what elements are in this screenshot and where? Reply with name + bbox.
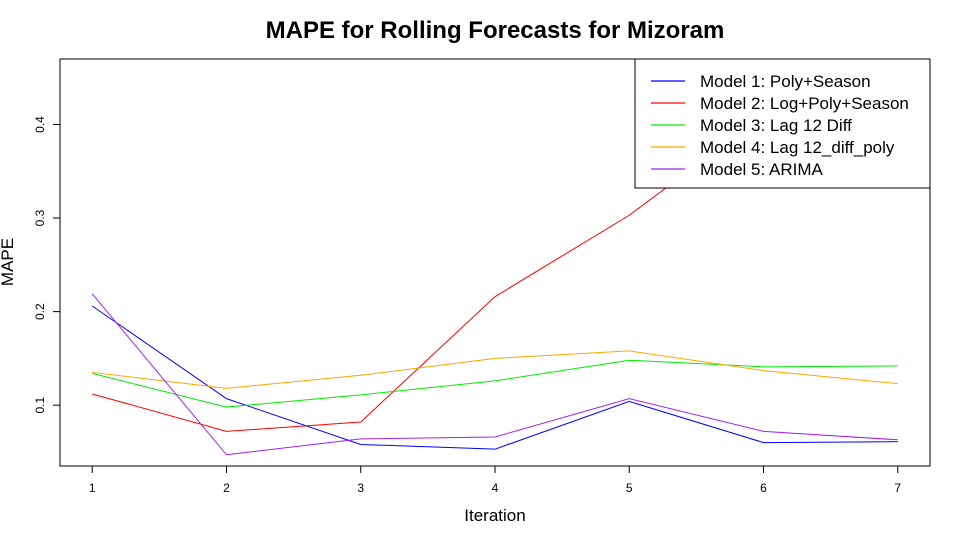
series-line-1	[91, 305, 898, 450]
y-tick-label: 0.3	[33, 209, 47, 226]
x-tick-label: 3	[357, 481, 364, 495]
series-line-5	[91, 293, 898, 456]
x-tick-label: 4	[492, 481, 499, 495]
series-line-3	[92, 359, 898, 408]
legend-label-4: Model 4: Lag 12_diff_poly	[700, 138, 895, 157]
x-axis-label: Iteration	[464, 506, 525, 525]
legend-label-2: Model 2: Log+Poly+Season	[700, 94, 909, 113]
x-tick-label: 7	[894, 481, 901, 495]
x-axis: 1 2 3 4 5 6 7	[89, 465, 901, 495]
y-tick-label: 0.1	[33, 397, 47, 414]
legend: Model 1: Poly+Season Model 2: Log+Poly+Se…	[634, 58, 931, 189]
legend-label-1: Model 1: Poly+Season	[700, 72, 871, 91]
x-tick-label: 5	[626, 481, 633, 495]
x-tick-label: 1	[89, 481, 96, 495]
x-tick-label: 2	[223, 481, 230, 495]
chart-title: MAPE for Rolling Forecasts for Mizoram	[266, 17, 725, 44]
y-axis-label: MAPE	[0, 238, 17, 286]
legend-label-3: Model 3: Lag 12 Diff	[700, 116, 852, 135]
legend-label-5: Model 5: ARIMA	[700, 160, 823, 179]
series-line-4	[92, 350, 898, 389]
x-tick-label: 6	[760, 481, 767, 495]
y-tick-label: 0.4	[33, 116, 47, 133]
y-tick-label: 0.2	[33, 303, 47, 320]
y-axis: 0.1 0.2 0.3 0.4	[33, 116, 61, 414]
